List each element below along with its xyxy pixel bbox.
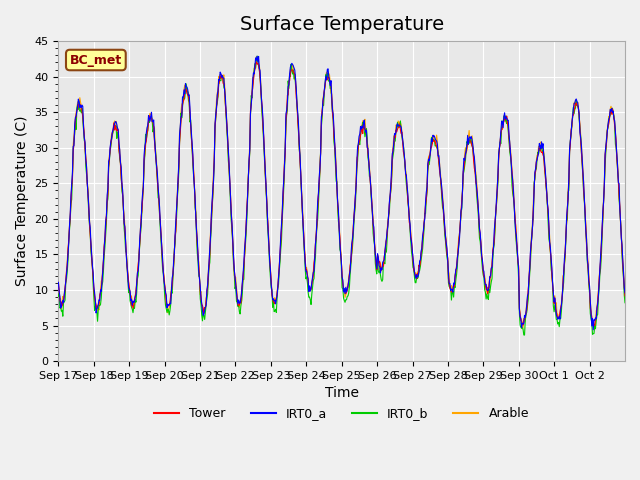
IRT0_b [521,332,529,338]
IRT0_a [253,53,261,59]
IRT0_b [254,59,262,64]
Arable [275,264,283,269]
Tower [54,279,62,285]
Text: BC_met: BC_met [70,53,122,67]
IRT0_b [253,53,261,59]
Arable [54,284,62,289]
IRT0_b [121,234,129,240]
Tower [121,226,129,232]
Tower [433,144,440,149]
Tower [275,263,283,269]
Line: Tower: Tower [58,62,625,325]
Arable [401,159,409,165]
Arable [254,55,262,60]
IRT0_b [401,163,409,168]
IRT0_a [401,158,409,164]
Arable [121,223,129,229]
Arable [621,294,629,300]
Arable [433,132,440,138]
IRT0_a [254,59,262,65]
IRT0_a [225,160,233,166]
Line: IRT0_b: IRT0_b [58,56,625,335]
Tower [401,159,409,165]
Line: IRT0_a: IRT0_a [58,56,625,330]
IRT0_a [121,224,129,229]
IRT0_b [433,144,440,150]
Legend: Tower, IRT0_a, IRT0_b, Arable: Tower, IRT0_a, IRT0_b, Arable [150,402,534,425]
Arable [518,326,526,332]
Y-axis label: Surface Temperature (C): Surface Temperature (C) [15,116,29,287]
Arable [253,54,260,60]
Arable [225,163,233,168]
Tower [621,293,629,299]
Tower [253,59,260,65]
Tower [254,60,262,66]
Tower [591,323,598,328]
Title: Surface Temperature: Surface Temperature [239,15,444,34]
IRT0_a [589,327,597,333]
IRT0_b [225,167,233,172]
IRT0_a [433,138,440,144]
IRT0_a [621,290,629,296]
IRT0_b [275,268,283,274]
X-axis label: Time: Time [324,386,358,400]
IRT0_a [54,279,62,285]
Tower [225,162,233,168]
IRT0_b [621,300,629,306]
IRT0_b [54,293,62,299]
Line: Arable: Arable [58,57,625,329]
IRT0_a [275,264,283,270]
